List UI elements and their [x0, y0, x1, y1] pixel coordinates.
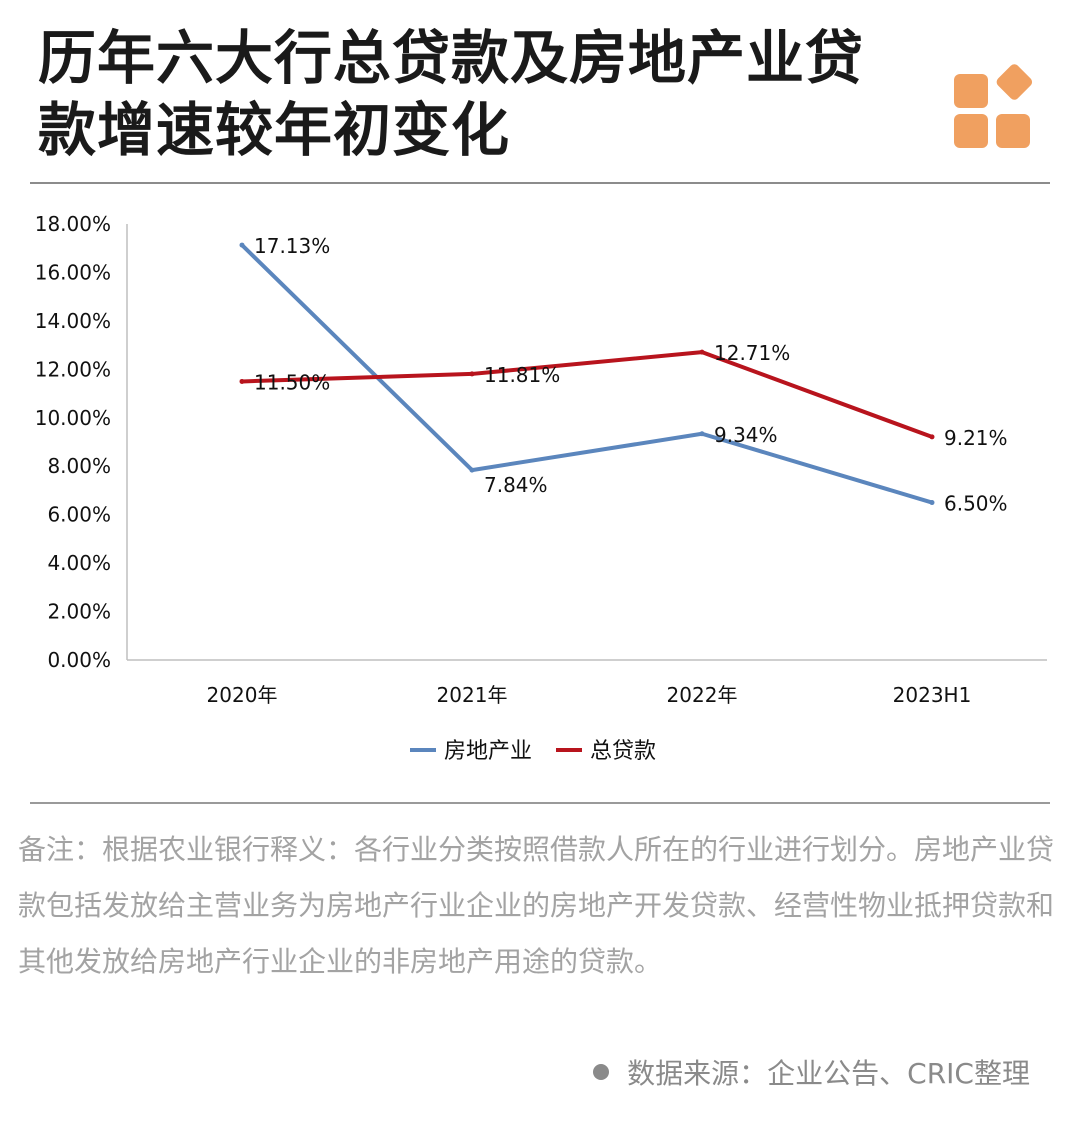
- data-label: 11.81%: [484, 363, 560, 387]
- series-line-1: [240, 243, 933, 505]
- footnote: 备注：根据农业银行释义：各行业分类按照借款人所在的行业进行划分。房地产业贷款包括…: [18, 833, 1055, 978]
- data-label: 9.34%: [714, 423, 778, 447]
- data-label: 6.50%: [944, 492, 1008, 516]
- y-tick-label: 6.00%: [47, 503, 111, 527]
- data-label: 7.84%: [484, 473, 548, 497]
- data-point: [699, 431, 705, 437]
- x-tick-label: 2020年: [207, 683, 278, 707]
- legend-label: 总贷款: [590, 739, 656, 764]
- y-tick-label: 2.00%: [47, 600, 111, 624]
- data-label: 17.13%: [254, 234, 330, 258]
- title-divider: [30, 182, 1050, 184]
- data-point: [469, 467, 475, 473]
- data-point: [929, 434, 935, 440]
- data-label: 9.21%: [944, 426, 1008, 450]
- y-tick-label: 0.00%: [47, 648, 111, 672]
- data-source: 数据来源：企业公告、CRIC整理: [593, 1052, 1030, 1092]
- x-tick-label: 2021年: [437, 683, 508, 707]
- series-lines: [239, 242, 935, 506]
- data-point: [469, 371, 475, 377]
- y-tick-label: 4.00%: [47, 551, 111, 575]
- y-axis-ticks: 0.00% 2.00% 4.00% 6.00% 8.00% 10.00% 12.00% 14.…: [35, 212, 111, 672]
- data-labels: 17.13% 7.84% 9.34% 6.50% 11.50% 11.81% 12.71% 9…: [254, 234, 1008, 515]
- data-source-text: 数据来源：企业公告、CRIC整理: [627, 1057, 1030, 1090]
- series-line-2: [241, 350, 933, 439]
- y-tick-label: 10.00%: [35, 406, 111, 430]
- y-tick-label: 16.00%: [35, 260, 111, 284]
- legend-label: 房地产业: [444, 739, 532, 764]
- brand-squares-icon: [954, 64, 1033, 148]
- y-tick-label: 12.00%: [35, 357, 111, 381]
- y-tick-label: 14.00%: [35, 309, 111, 333]
- x-tick-label: 2022年: [667, 683, 738, 707]
- notes-divider: [30, 802, 1050, 804]
- data-point: [699, 349, 705, 355]
- y-tick-label: 8.00%: [47, 454, 111, 478]
- page-title: 历年六大行总贷款及房地产业贷 款增速较年初变化: [38, 22, 938, 166]
- title-line-2: 款增速较年初变化: [38, 96, 511, 164]
- data-point: [239, 242, 245, 248]
- chart-axes: [126, 224, 1047, 661]
- x-axis-ticks: 2020年 2021年 2022年 2023H1: [207, 683, 972, 707]
- chart-legend: 房地产业 总贷款: [410, 739, 656, 764]
- line-chart: 0.00% 2.00% 4.00% 6.00% 8.00% 10.00% 12.00% 14.…: [35, 212, 1047, 764]
- x-tick-label: 2023H1: [893, 683, 972, 707]
- bullet-icon: [593, 1064, 610, 1080]
- data-point: [929, 500, 935, 506]
- title-line-1: 历年六大行总贷款及房地产业贷: [38, 24, 865, 92]
- y-tick-label: 18.00%: [35, 212, 111, 236]
- data-label: 12.71%: [714, 341, 790, 365]
- data-point: [239, 378, 245, 384]
- data-label: 11.50%: [254, 370, 330, 394]
